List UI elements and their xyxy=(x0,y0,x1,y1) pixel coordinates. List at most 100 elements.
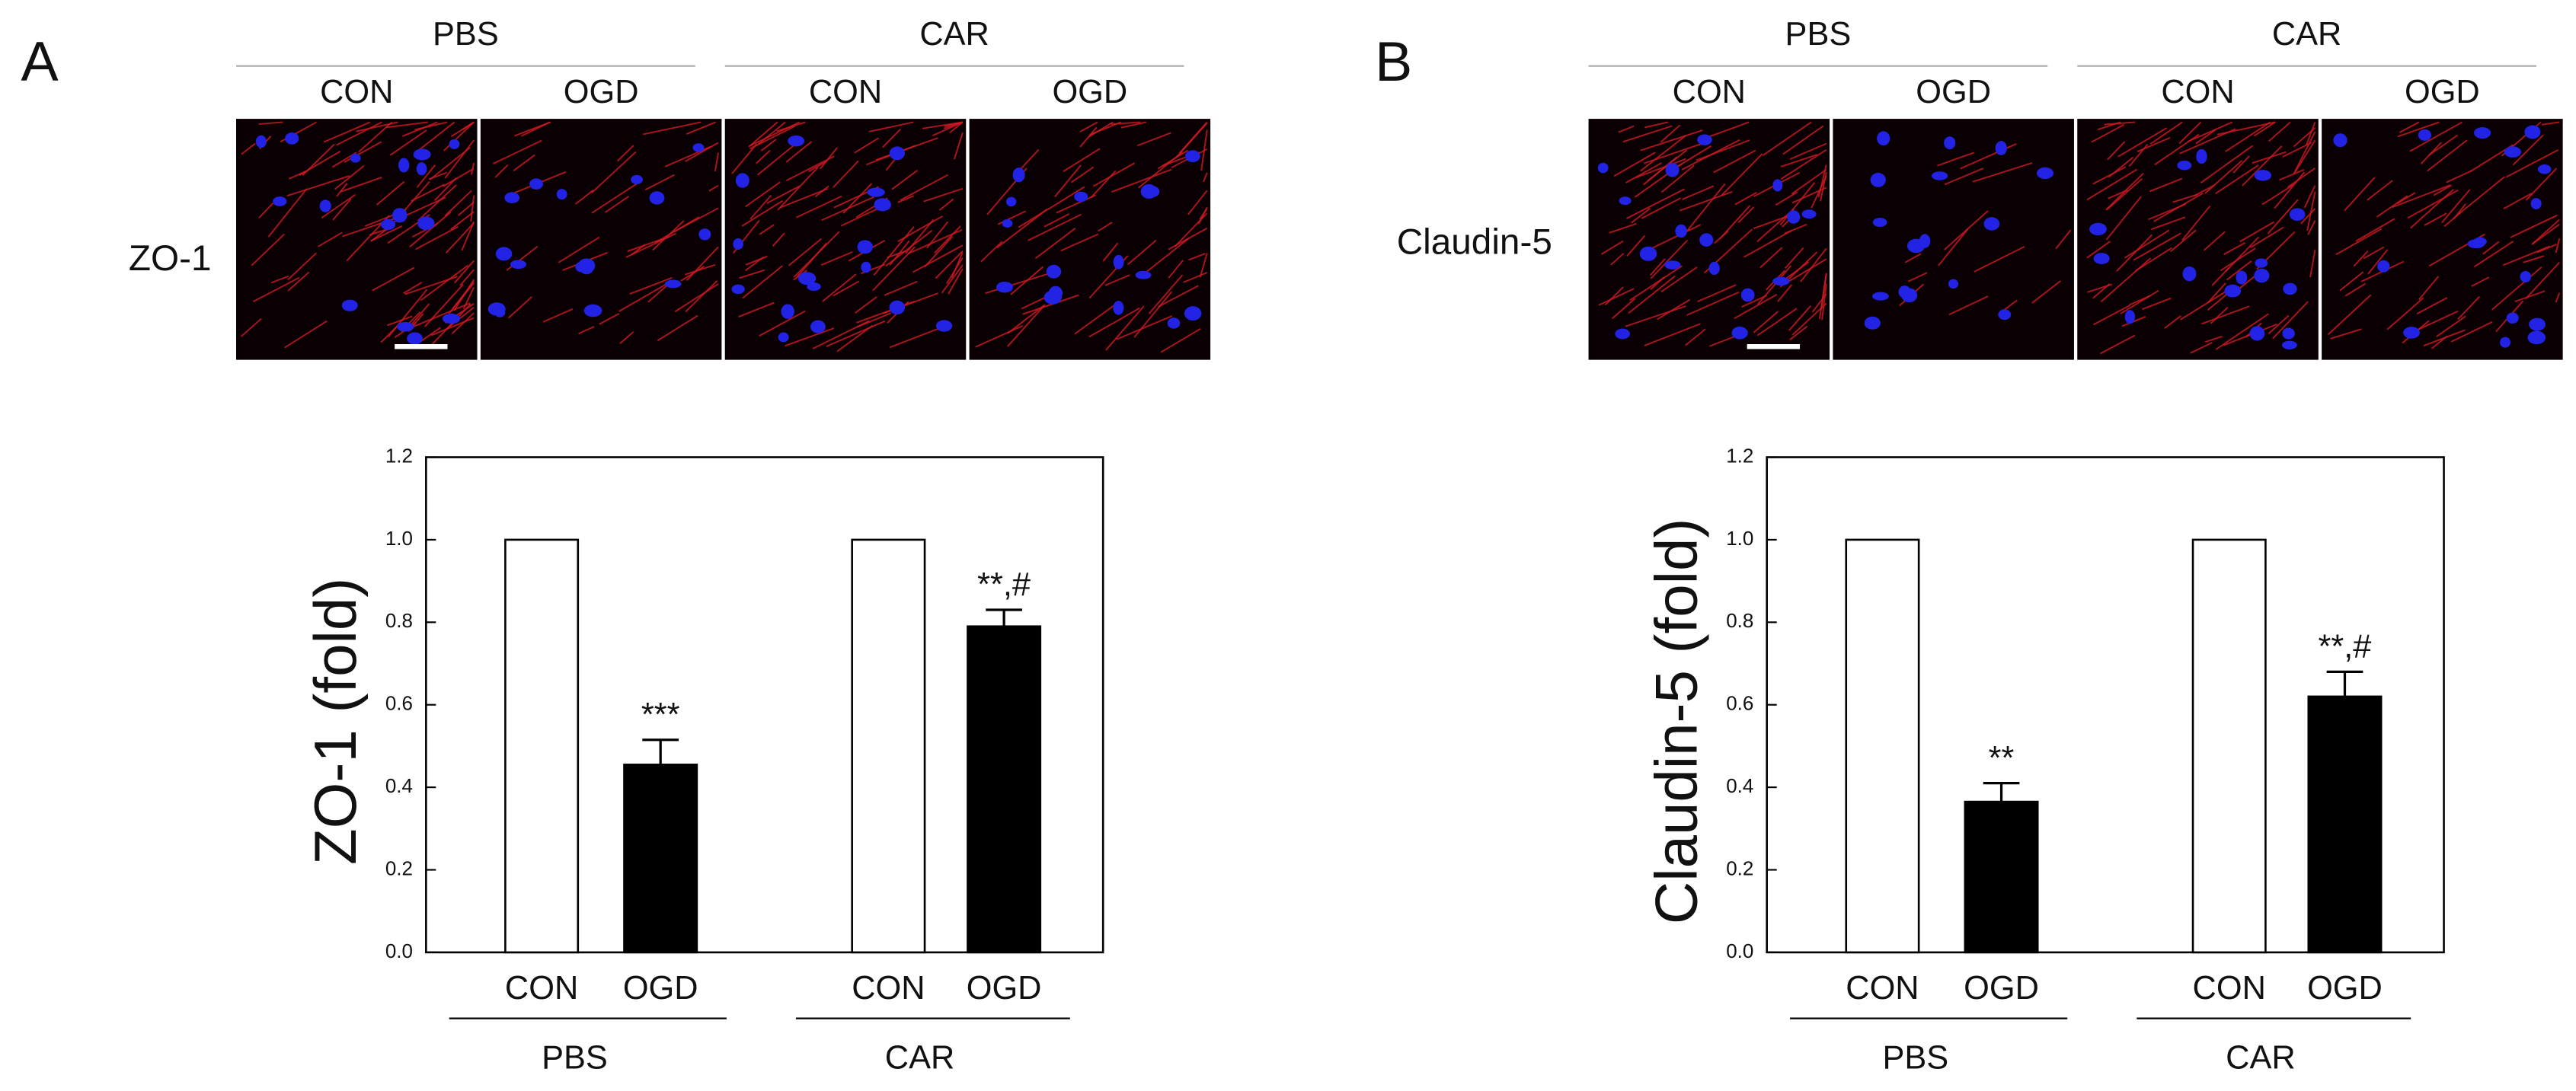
junction-stain xyxy=(2344,282,2367,297)
junction-stain xyxy=(2523,255,2545,263)
junction-stain xyxy=(777,167,819,211)
junction-stain xyxy=(941,264,964,294)
significance: **,# xyxy=(977,566,1031,603)
nucleus xyxy=(350,154,361,163)
junction-stain xyxy=(2555,292,2561,303)
junction-stain xyxy=(241,142,256,155)
junction-stain xyxy=(2154,133,2200,166)
junction-stain xyxy=(1626,234,1646,257)
junction-stain xyxy=(923,187,964,203)
nucleus xyxy=(778,332,789,343)
junction-stain xyxy=(1743,229,1792,258)
junction-stain xyxy=(1203,172,1208,183)
junction-stain xyxy=(833,160,859,188)
nucleus xyxy=(1167,317,1181,329)
junction-stain xyxy=(1779,182,1816,226)
micrograph xyxy=(2322,119,2563,360)
nucleus xyxy=(417,216,435,231)
junction-stain xyxy=(1938,228,1969,266)
junction-stain xyxy=(1618,125,1635,133)
junction-stain xyxy=(1006,304,1046,347)
micrograph xyxy=(2077,119,2319,360)
junction-stain xyxy=(749,125,796,150)
nucleus xyxy=(857,240,873,254)
nucleus xyxy=(2182,266,2197,282)
nucleus xyxy=(692,143,705,152)
junction-stain xyxy=(2225,236,2260,273)
junction-stain xyxy=(1092,162,1136,187)
nucleus xyxy=(698,228,711,241)
junction-stain xyxy=(1944,167,1984,186)
nucleus xyxy=(781,304,794,319)
micrograph xyxy=(1833,119,2074,360)
condition-label: OGD xyxy=(564,74,639,110)
nucleus xyxy=(2089,222,2107,236)
junction-stain xyxy=(644,174,675,191)
junction-stain xyxy=(2178,121,2202,145)
nucleus xyxy=(341,299,358,311)
junction-stain xyxy=(1762,121,1812,156)
junction-stain xyxy=(1183,272,1208,283)
junction-stain xyxy=(574,189,594,205)
junction-stain xyxy=(1753,213,1794,229)
junction-stain xyxy=(507,296,532,319)
junction-stain xyxy=(686,121,717,135)
nucleus xyxy=(1772,179,1783,192)
junction-stain xyxy=(1635,158,1686,179)
junction-stain xyxy=(1148,274,1184,314)
junction-stain xyxy=(1777,284,1793,302)
nucleus xyxy=(1931,171,1948,180)
group-label: CAR xyxy=(2226,1039,2296,1076)
y-tick-label: 1.0 xyxy=(1726,527,1753,550)
junction-stain xyxy=(409,302,471,329)
junction-stain xyxy=(1018,208,1050,228)
junction-stain xyxy=(2396,192,2416,205)
junction-stain xyxy=(2104,121,2136,126)
nucleus xyxy=(2524,125,2541,139)
junction-stain xyxy=(2124,229,2170,259)
nucleus xyxy=(1740,288,1755,302)
junction-stain xyxy=(2116,234,2153,272)
junction-stain xyxy=(2239,221,2275,243)
nucleus xyxy=(2377,260,2390,273)
nucleus xyxy=(1699,233,1714,247)
junction-stain xyxy=(907,229,963,255)
x-tick-label: OGD xyxy=(1964,970,2039,1006)
junction-stain xyxy=(2355,218,2395,242)
y-tick-label: 0.8 xyxy=(385,609,413,632)
junction-stain xyxy=(323,121,371,143)
bar xyxy=(967,625,1042,954)
junction-stain xyxy=(2203,231,2226,251)
junction-stain xyxy=(2220,247,2256,272)
junction-stain xyxy=(443,121,475,152)
junction-stain xyxy=(808,160,828,173)
junction-stain xyxy=(2226,260,2252,281)
junction-stain xyxy=(287,252,318,281)
junction-stain xyxy=(1056,194,1096,214)
junction-stain xyxy=(252,276,300,302)
junction-stain xyxy=(822,273,857,302)
y-axis-label: Claudin-5 (fold) xyxy=(1643,518,1710,924)
junction-stain xyxy=(604,196,630,213)
junction-stain xyxy=(617,145,634,162)
nucleus xyxy=(2254,170,2272,181)
junction-stain xyxy=(400,196,446,219)
junction-stain xyxy=(1604,286,1624,306)
junction-stain xyxy=(340,176,382,193)
junction-stain xyxy=(513,154,535,171)
nucleus xyxy=(2473,237,2487,246)
junction-stain xyxy=(2287,167,2316,188)
junction-stain xyxy=(453,260,475,284)
junction-stain xyxy=(287,271,310,292)
junction-stain xyxy=(2399,121,2420,133)
nucleus xyxy=(2403,327,2420,339)
junction-stain xyxy=(2250,226,2284,248)
junction-stain xyxy=(258,121,283,126)
junction-stain xyxy=(2172,193,2199,203)
junction-stain xyxy=(1601,240,1624,255)
junction-stain xyxy=(286,175,350,197)
junction-stain xyxy=(404,276,458,295)
nucleus xyxy=(2281,340,2297,349)
junction-stain xyxy=(2450,321,2493,343)
junction-stain xyxy=(1598,288,1635,306)
